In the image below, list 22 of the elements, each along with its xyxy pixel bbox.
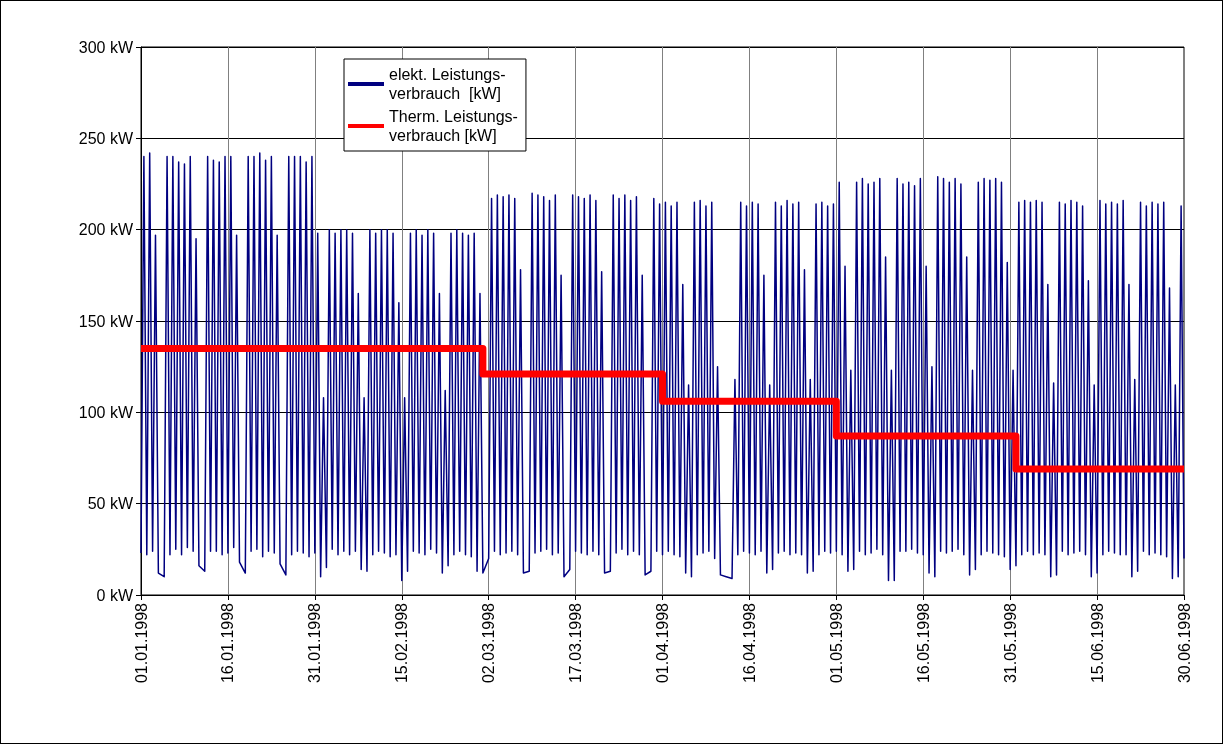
y-tick-label: 300 kW [78, 38, 134, 56]
legend-label: Therm. Leistungs- verbrauch [kW] [389, 108, 518, 144]
legend-label: elekt. Leistungs- verbrauch [kW] [389, 66, 506, 102]
y-tick-label: 150 kW [78, 312, 134, 330]
x-tick-label: 17.03.1998 [567, 602, 585, 684]
x-tick-label: 01.05.1998 [827, 602, 845, 684]
x-tick-label: 16.05.1998 [914, 602, 932, 684]
x-tick-label: 01.01.1998 [132, 602, 150, 684]
x-tick-label: 16.01.1998 [219, 602, 237, 684]
x-tick-label: 31.01.1998 [306, 602, 324, 684]
y-tick-label: 50 kW [87, 495, 134, 513]
x-tick-label: 31.05.1998 [1001, 602, 1019, 684]
y-tick-label: 200 kW [78, 221, 134, 239]
y-tick-label: 250 kW [78, 129, 134, 147]
x-tick-label: 15.02.1998 [393, 602, 411, 684]
x-tick-label: 16.04.1998 [740, 602, 758, 684]
x-tick-label: 01.04.1998 [654, 602, 671, 684]
y-tick-label: 0 kW [96, 586, 134, 604]
x-tick-label: 02.03.1998 [480, 602, 498, 684]
x-tick-label: 15.06.1998 [1088, 602, 1106, 684]
x-tick-label: 30.06.1998 [1175, 602, 1193, 684]
y-tick-label: 100 kW [78, 403, 134, 421]
